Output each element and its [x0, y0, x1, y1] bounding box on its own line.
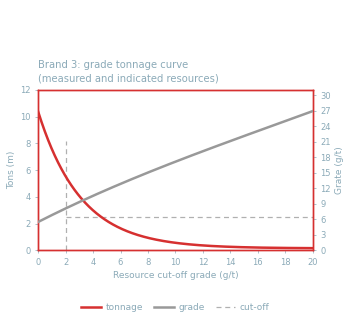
Text: Brand 3: grade tonnage curve
(measured and indicated resources): Brand 3: grade tonnage curve (measured a…: [38, 60, 219, 83]
Legend: tonnage, grade, cut-off: tonnage, grade, cut-off: [78, 300, 273, 316]
Y-axis label: Grate (g/t): Grate (g/t): [335, 146, 344, 194]
X-axis label: Resource cut-off grade (g/t): Resource cut-off grade (g/t): [113, 271, 238, 280]
Y-axis label: Tons (m): Tons (m): [7, 151, 16, 189]
